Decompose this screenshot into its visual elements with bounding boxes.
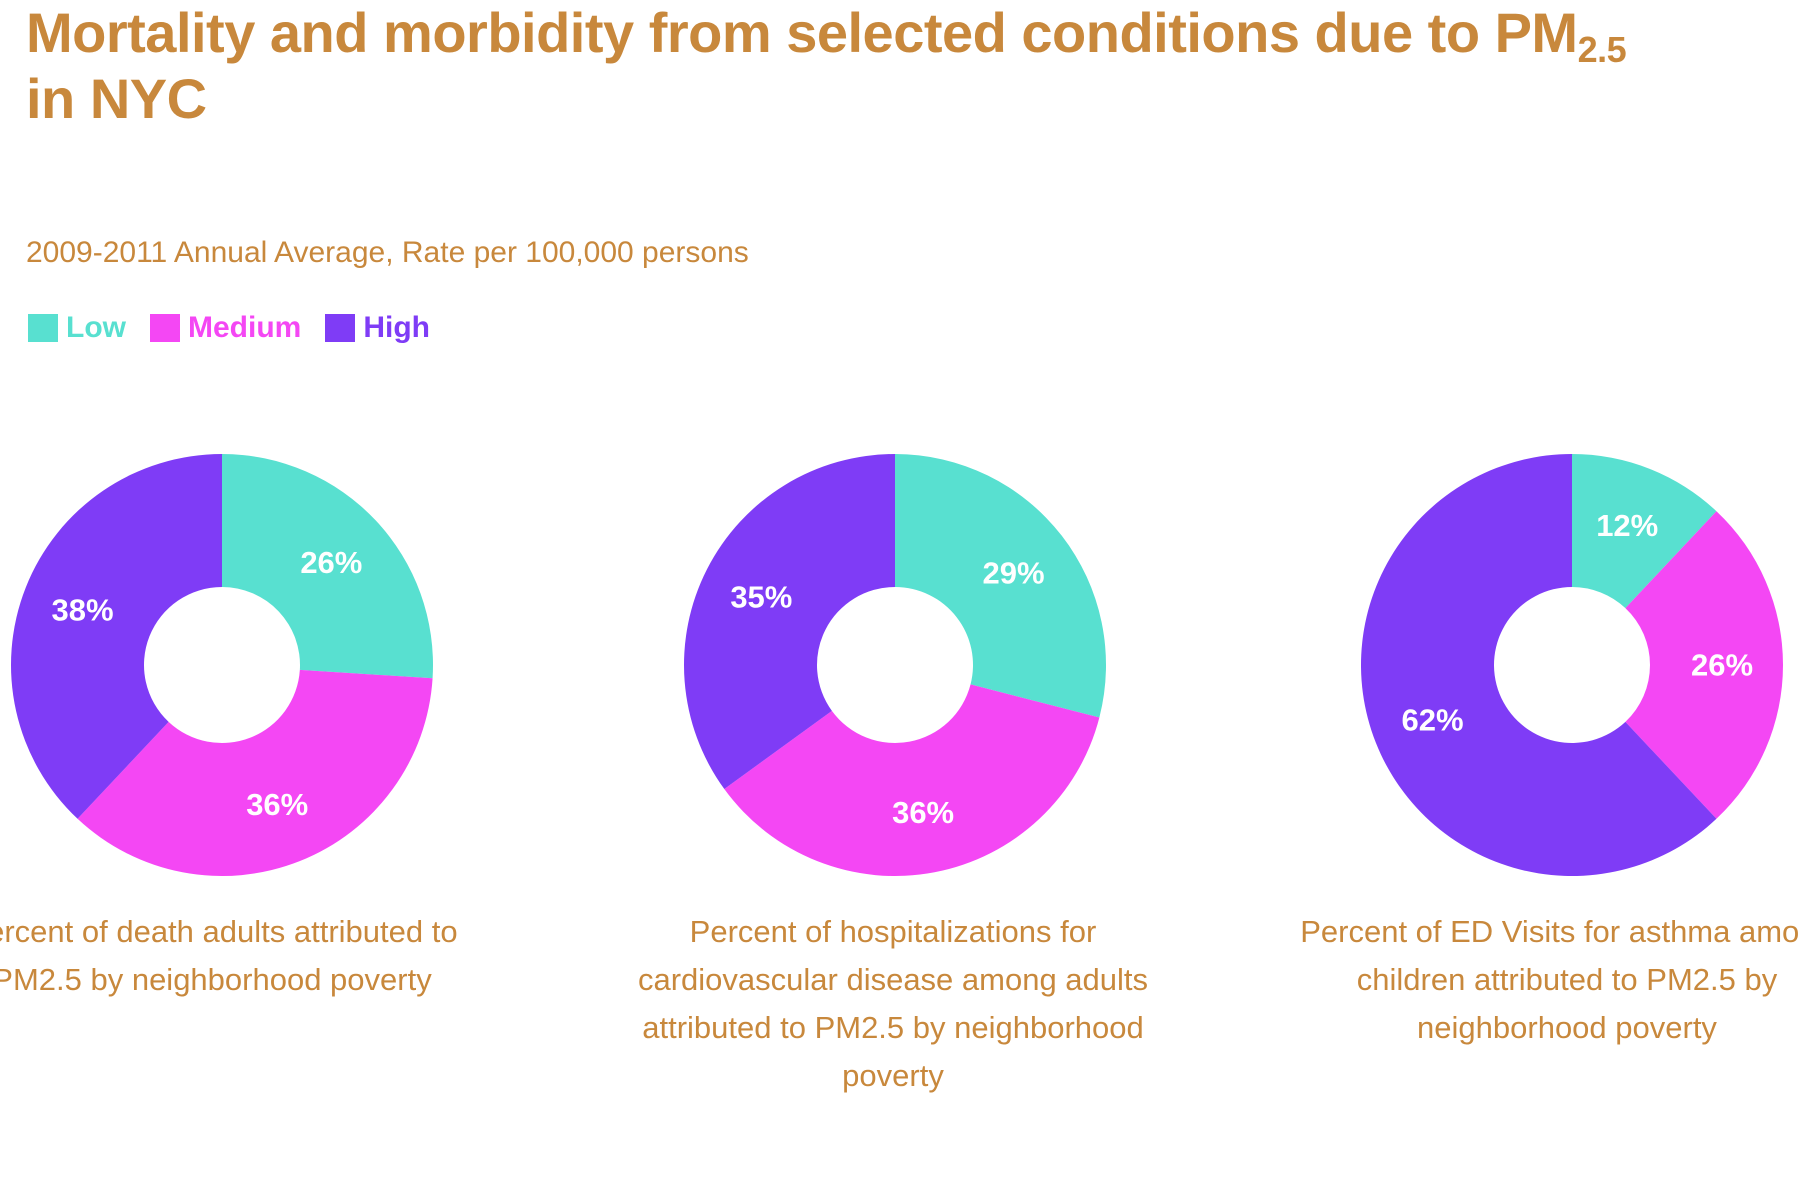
caption-cardiovascular: Percent of hospitalizations for cardiova… [637,914,1149,1093]
legend-swatch-medium [150,314,180,342]
legend-label-medium: Medium [188,311,302,344]
legend-label-high: High [363,311,430,344]
title-main-text: Mortality and morbidity from selected co… [26,1,1578,64]
title-subscript: 2.5 [1577,29,1627,70]
legend-item-low: Low [28,311,126,345]
chart-subtitle: 2009-2011 Annual Average, Rate per 100,0… [26,236,749,269]
donut-1-label-high: 35% [730,579,792,614]
donut-1-label-low: 29% [982,556,1044,591]
donut-2-slice-high [1361,454,1717,876]
legend-label-low: Low [66,311,126,344]
legend: Low Medium High [28,311,454,345]
caption-death-adults: Percent of death adults attributed to PM… [0,914,458,997]
donut-2-label-low: 12% [1596,508,1658,543]
donut-1-label-medium: 36% [892,795,954,830]
donut-2-label-medium: 26% [1691,648,1753,683]
donut-0-slice-high [10,454,223,819]
donut-2-slice-medium [1625,511,1784,819]
donut-2-slice-low [1572,454,1717,609]
donut-1-slice-medium [724,684,1100,877]
legend-swatch-low [28,314,58,342]
donut-0-label-high: 38% [52,592,114,627]
caption-asthma: Percent of ED Visits for asthma among ch… [1300,914,1800,1045]
donut-0-slice-low [222,454,434,679]
donut-0-label-low: 26% [300,545,362,580]
legend-item-high: High [325,311,430,345]
donut-2-label-high: 62% [1402,703,1464,738]
donut-1-slice-high [683,454,895,790]
page-title: Mortality and morbidity from selected co… [26,0,1766,132]
title-line2-text: in NYC [26,67,207,130]
legend-swatch-high [325,314,356,342]
donut-0-slice-medium [77,669,433,876]
donut-1-slice-low [895,454,1107,718]
legend-item-medium: Medium [150,311,301,345]
donut-0-label-medium: 36% [246,787,308,822]
